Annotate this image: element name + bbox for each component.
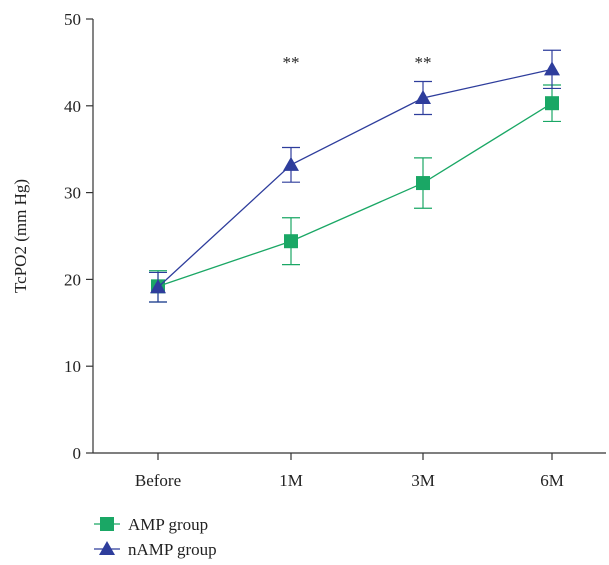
y-axis-ticks: 0 10 20 30 40 50 bbox=[64, 10, 93, 463]
series-layer bbox=[149, 49, 561, 303]
y-axis-label: TcPO2 (mm Hg) bbox=[11, 179, 30, 293]
data-point bbox=[544, 61, 560, 76]
legend-marker bbox=[100, 517, 114, 531]
y-tick-label: 40 bbox=[64, 97, 81, 116]
data-point bbox=[284, 234, 298, 249]
y-tick-label: 0 bbox=[73, 444, 82, 463]
x-tick-label: 3M bbox=[411, 471, 435, 490]
series-line bbox=[157, 102, 553, 287]
y-tick-label: 20 bbox=[64, 270, 81, 289]
legend-label: AMP group bbox=[128, 515, 208, 534]
legend-item: AMP group bbox=[94, 515, 208, 534]
x-tick-label: 1M bbox=[279, 471, 303, 490]
y-tick-label: 30 bbox=[64, 184, 81, 203]
x-axis-ticks: Before 1M 3M 6M bbox=[135, 453, 564, 490]
data-point bbox=[415, 89, 431, 104]
y-tick-label: 10 bbox=[64, 357, 81, 376]
legend-marker bbox=[99, 541, 115, 555]
y-tick-label: 50 bbox=[64, 10, 81, 29]
significance-marker: ** bbox=[415, 53, 432, 72]
axes bbox=[92, 19, 606, 454]
x-tick-label: 6M bbox=[540, 471, 564, 490]
series-line bbox=[157, 68, 553, 288]
data-point bbox=[416, 176, 430, 191]
significance-marker: ** bbox=[283, 53, 300, 72]
data-point bbox=[545, 96, 559, 111]
data-point bbox=[283, 156, 299, 171]
data-point bbox=[150, 279, 166, 294]
series-2 bbox=[149, 49, 561, 303]
legend: AMP group nAMP group bbox=[94, 515, 217, 559]
annotations: ** ** bbox=[283, 53, 432, 72]
legend-item: nAMP group bbox=[94, 540, 217, 559]
series-1 bbox=[149, 84, 561, 303]
legend-label: nAMP group bbox=[128, 540, 217, 559]
x-tick-label: Before bbox=[135, 471, 181, 490]
